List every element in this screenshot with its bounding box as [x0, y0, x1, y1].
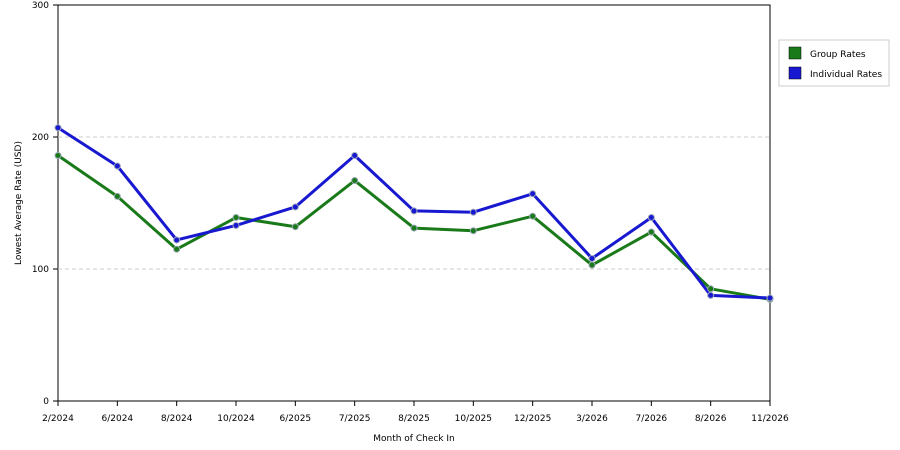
x-tick-label: 3/2026 [576, 414, 608, 424]
data-point [232, 214, 240, 222]
plot-area [57, 4, 771, 402]
x-tick-label: 2/2024 [42, 414, 74, 424]
x-axis-title: Month of Check In [373, 434, 455, 444]
x-tick-label: 10/2024 [217, 414, 255, 424]
data-point [232, 221, 240, 229]
data-point [707, 285, 715, 293]
x-tick-label: 7/2025 [339, 414, 371, 424]
y-axis-title: Lowest Average Rate (USD) [14, 141, 24, 265]
data-point [647, 228, 655, 236]
data-point [410, 207, 418, 215]
data-point [113, 192, 121, 200]
data-point [529, 190, 537, 198]
data-point [113, 162, 121, 170]
x-tick-label: 10/2025 [455, 414, 492, 424]
data-point [351, 151, 359, 159]
y-tick-label: 100 [32, 265, 49, 275]
data-point [469, 227, 477, 235]
data-point [469, 208, 477, 216]
legend: Group Rates Individual Rates [778, 39, 890, 87]
x-tick-label: 6/2025 [279, 414, 311, 424]
x-tick-label: 8/2026 [695, 414, 727, 424]
x-tick-label: 8/2024 [161, 414, 193, 424]
y-tick-label: 0 [43, 397, 49, 407]
data-point [291, 203, 299, 211]
x-tick-label: 12/2025 [514, 414, 551, 424]
data-point [173, 236, 181, 244]
data-point [529, 212, 537, 220]
y-axis: 0 100 200 300 [32, 1, 58, 407]
data-point [410, 224, 418, 232]
legend-label-individual: Individual Rates [810, 70, 882, 80]
y-tick-label: 200 [32, 133, 49, 143]
data-point [54, 124, 62, 132]
data-point [291, 223, 299, 231]
legend-swatch-group [788, 46, 802, 60]
data-point [647, 214, 655, 222]
data-point [173, 245, 181, 253]
legend-swatch-individual [788, 66, 802, 80]
data-point [588, 261, 596, 269]
x-tick-label: 7/2026 [635, 414, 667, 424]
x-tick-label: 11/2026 [751, 414, 789, 424]
data-point [351, 177, 359, 185]
data-point [54, 151, 62, 159]
x-axis: 2/2024 6/2024 8/2024 10/2024 6/2025 7/2025 8/2… [42, 401, 789, 424]
data-point [707, 291, 715, 299]
data-point [588, 254, 596, 262]
x-tick-label: 6/2024 [101, 414, 133, 424]
y-tick-label: 300 [32, 1, 49, 11]
data-point [766, 294, 774, 302]
x-tick-label: 8/2025 [398, 414, 430, 424]
legend-label-group: Group Rates [810, 50, 866, 60]
series-group [54, 124, 774, 303]
